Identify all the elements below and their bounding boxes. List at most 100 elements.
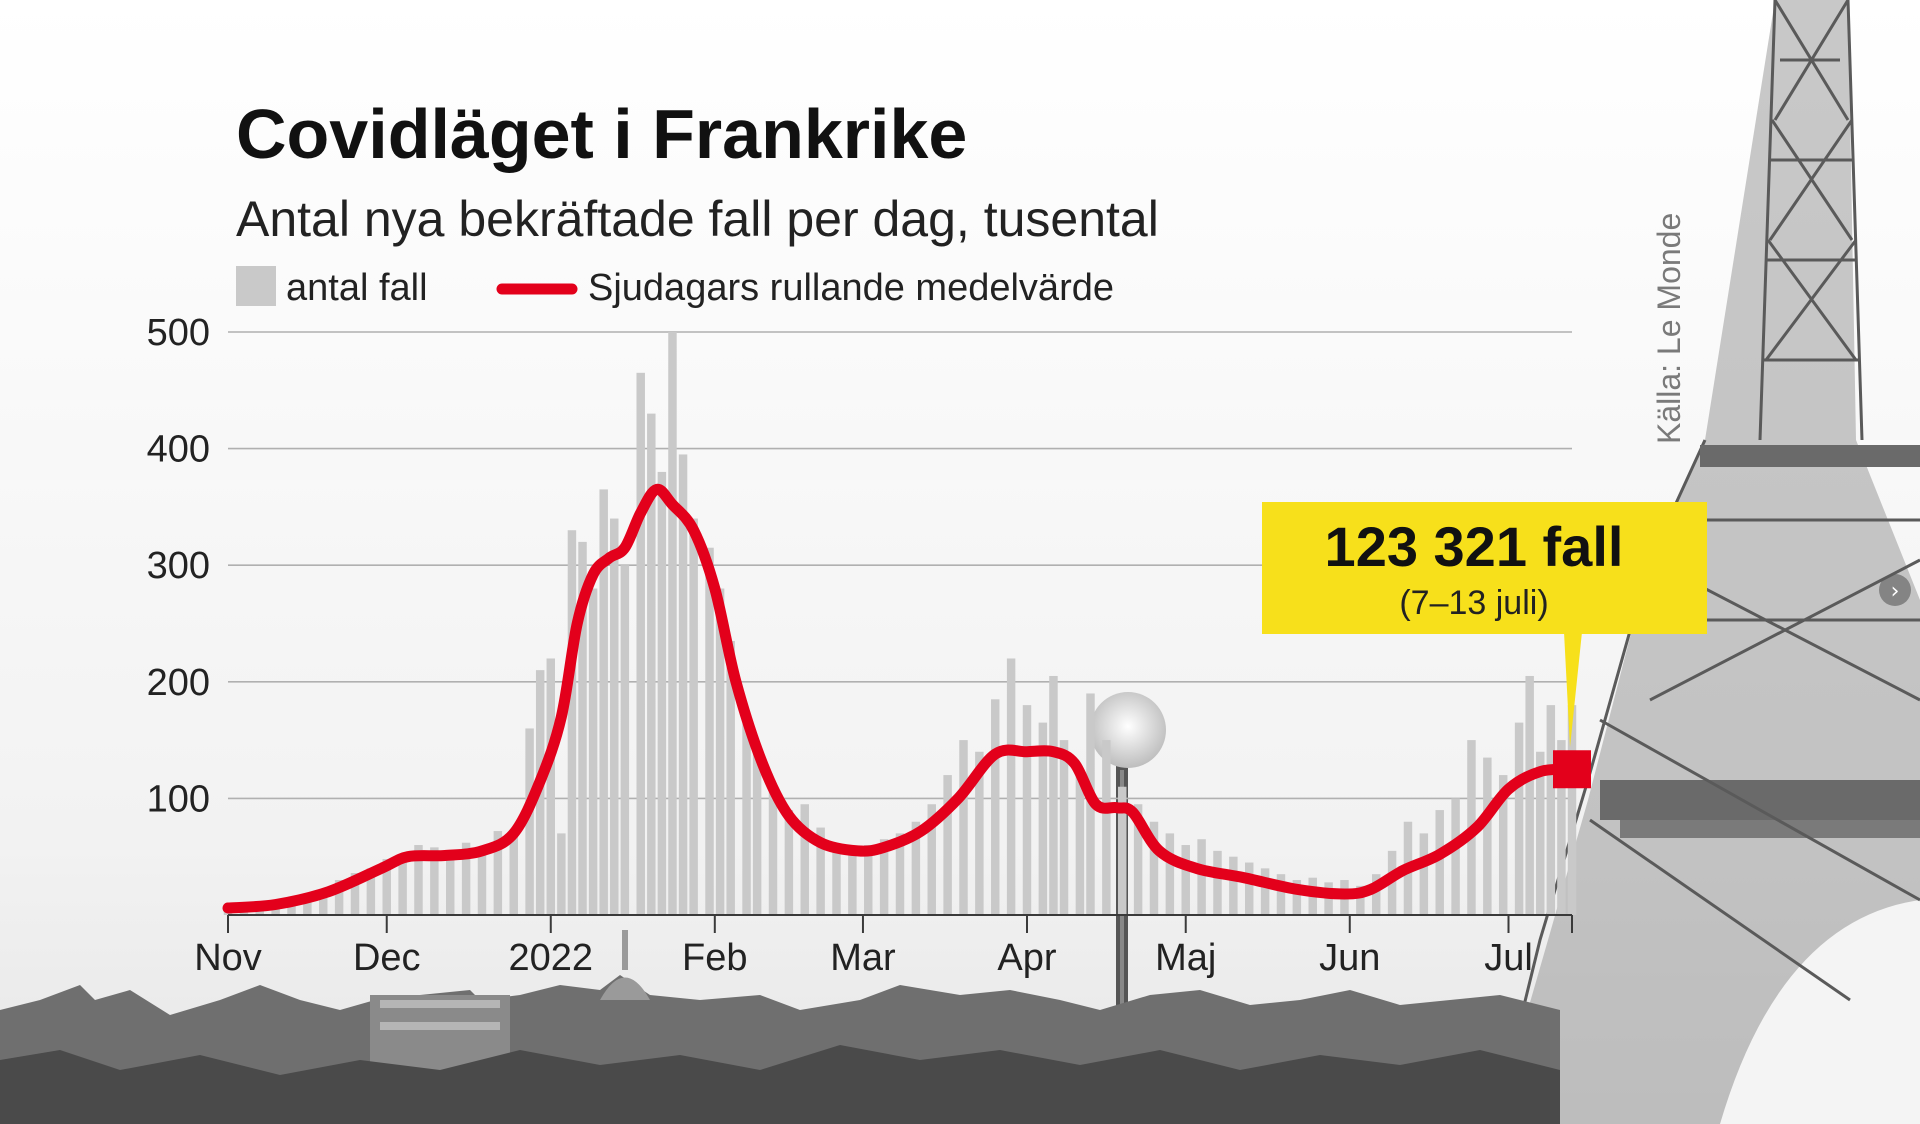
y-axis-labels: 100 200 300 400 500 xyxy=(147,312,210,820)
bar xyxy=(1498,775,1508,915)
bar xyxy=(1276,874,1286,915)
bar xyxy=(303,894,312,915)
chart-title: Covidläget i Frankrike xyxy=(236,95,967,173)
bar xyxy=(742,722,751,915)
y-tick-label: 300 xyxy=(147,545,210,587)
callout-value: 123 321 fall xyxy=(1325,515,1624,578)
bar xyxy=(567,530,577,915)
y-tick-label: 500 xyxy=(147,312,210,354)
callout-period: (7–13 juli) xyxy=(1399,584,1548,622)
legend-swatch-bars xyxy=(236,266,276,306)
bar xyxy=(599,489,608,915)
bar xyxy=(1244,862,1254,915)
next-slide-button[interactable]: › xyxy=(1879,574,1911,606)
bar xyxy=(477,847,487,915)
bar xyxy=(446,856,455,915)
bar xyxy=(657,471,667,915)
bar xyxy=(1038,722,1048,915)
bar xyxy=(1260,868,1270,915)
x-tick-label: Mar xyxy=(830,937,896,979)
end-point-marker xyxy=(1553,750,1591,789)
x-tick-label: Nov xyxy=(194,937,262,979)
bar xyxy=(493,831,503,915)
bar xyxy=(588,588,598,915)
x-tick-label: Jun xyxy=(1319,937,1380,979)
bar xyxy=(1133,804,1143,915)
bar xyxy=(1006,658,1016,915)
bar xyxy=(1292,880,1302,915)
bar xyxy=(461,842,471,915)
bar xyxy=(620,565,630,915)
bar xyxy=(366,868,376,915)
bar xyxy=(1356,885,1365,915)
bar xyxy=(1213,850,1222,915)
eiffel-tower-illustration xyxy=(1493,0,1920,1124)
bar xyxy=(525,728,534,915)
x-axis xyxy=(227,914,1573,933)
annotation-callout: 123 321 fall (7–13 juli) xyxy=(1262,502,1707,789)
x-axis-labels: Nov Dec 2022 Feb Mar Apr Maj Jun Jul xyxy=(194,937,1533,979)
bar xyxy=(1165,833,1175,915)
bar xyxy=(610,518,619,915)
bar xyxy=(895,833,905,915)
bar xyxy=(705,547,714,915)
callout-box xyxy=(1262,502,1707,634)
bar xyxy=(430,847,439,915)
bar xyxy=(350,873,360,915)
city-skyline-illustration xyxy=(0,930,1560,1124)
bar xyxy=(726,640,735,915)
bar xyxy=(1371,874,1381,915)
bar xyxy=(1059,740,1069,915)
bar xyxy=(1514,722,1524,915)
bar xyxy=(848,850,857,915)
legend: antal fall Sjudagars rullande medelvärde xyxy=(236,266,1114,309)
bar xyxy=(943,775,952,915)
bar xyxy=(334,880,344,915)
bar xyxy=(689,518,698,915)
bar xyxy=(1102,740,1111,915)
bar xyxy=(1118,786,1127,915)
bar xyxy=(975,751,984,915)
y-tick-label: 400 xyxy=(147,429,210,471)
bar xyxy=(1181,845,1190,915)
bar xyxy=(319,889,328,915)
bar xyxy=(398,854,407,915)
x-tick-label: Feb xyxy=(682,937,747,979)
bar xyxy=(1049,675,1058,915)
bar xyxy=(509,833,518,915)
bar xyxy=(1022,705,1032,915)
bar xyxy=(784,810,794,915)
bar xyxy=(647,413,656,915)
bar xyxy=(414,845,423,915)
x-tick-label: Maj xyxy=(1155,937,1216,979)
y-tick-label: 200 xyxy=(147,662,210,704)
bar xyxy=(1197,839,1206,915)
bar xyxy=(382,859,391,915)
bar xyxy=(1149,821,1159,915)
legend-label-bars: antal fall xyxy=(286,267,428,309)
bar-series xyxy=(223,332,1577,915)
bar xyxy=(1525,675,1534,915)
bar xyxy=(287,901,296,915)
bar xyxy=(1536,751,1545,915)
bar xyxy=(678,454,688,915)
callout-pointer xyxy=(1564,632,1582,748)
chart-subtitle: Antal nya bekräftade fall per dag, tusen… xyxy=(236,191,1159,247)
bar xyxy=(816,827,825,915)
next-slide-button-bg[interactable] xyxy=(1879,574,1911,606)
bar xyxy=(959,740,968,915)
x-tick-label: 2022 xyxy=(508,937,593,979)
y-tick-label: 100 xyxy=(147,778,210,820)
bar xyxy=(911,821,921,915)
bar xyxy=(800,804,809,915)
x-tick-label: Dec xyxy=(353,937,421,979)
bar xyxy=(1567,705,1577,915)
bar xyxy=(557,833,566,915)
bar xyxy=(1546,705,1556,915)
rolling-average-line xyxy=(222,483,1578,914)
chevron-right-icon[interactable]: › xyxy=(1891,579,1900,604)
bar xyxy=(879,839,889,915)
x-tick-label: Apr xyxy=(997,937,1056,979)
bar xyxy=(927,804,936,915)
